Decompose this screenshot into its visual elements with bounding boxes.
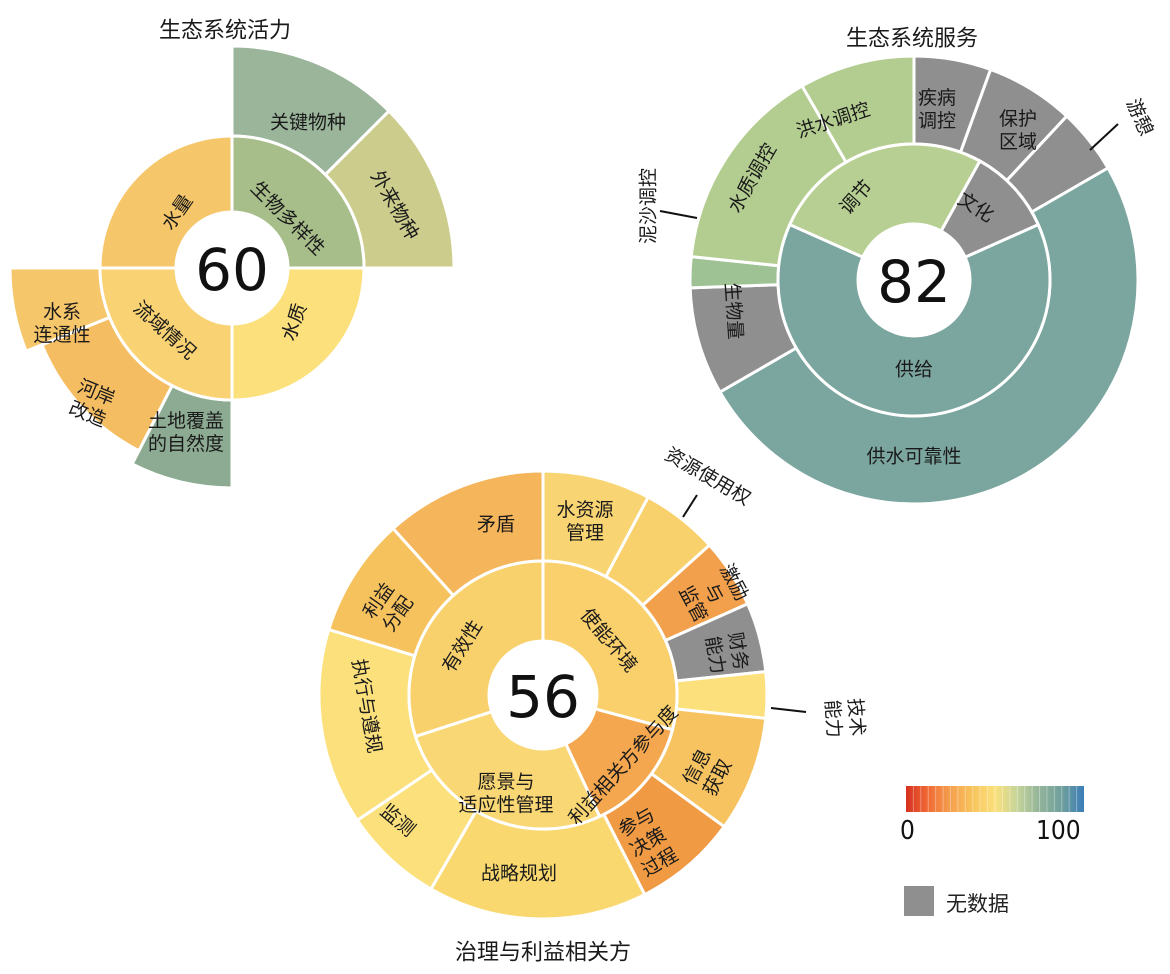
leader-line <box>770 707 807 713</box>
inner-label: 愿景与适应性管理 <box>458 771 553 816</box>
center-score: 56 <box>506 663 580 731</box>
outer-label: 战略规划 <box>481 863 557 885</box>
center-hole <box>858 224 970 336</box>
outer-label: 资源使用权 <box>661 443 754 510</box>
legend-color-bar <box>906 786 1084 812</box>
outer-label: 水系连通性 <box>33 301 90 346</box>
center-hole <box>489 641 597 749</box>
center-hole <box>176 212 288 324</box>
chart-title: 治理与利益相关方 <box>455 941 631 966</box>
chart-title: 生态系统服务 <box>846 27 978 52</box>
outer-label: 信息获取 <box>679 745 737 800</box>
legend-min-label: 0 <box>900 816 915 846</box>
leader-line <box>682 494 698 518</box>
sunburst-2 <box>688 54 1140 506</box>
outer-label: 技术能力 <box>820 698 868 739</box>
legend-max-label: 100 <box>1036 816 1081 846</box>
outer-label: 疾病调控 <box>918 87 956 132</box>
outer-label: 矛盾 <box>477 514 515 536</box>
outer-label: 土地覆盖的自然度 <box>148 410 224 455</box>
center-score: 82 <box>877 248 951 316</box>
sunburst-1 <box>8 44 456 490</box>
outer-label: 泥沙调控 <box>638 168 660 244</box>
no-data-label: 无数据 <box>946 892 1009 916</box>
no-data-swatch <box>904 886 934 916</box>
leader-line <box>1089 123 1119 151</box>
outer-label: 保护区域 <box>999 108 1037 153</box>
outer-label: 财务能力 <box>701 630 752 675</box>
chart-title: 生态系统活力 <box>159 19 291 44</box>
outer-label: 生物量 <box>720 282 746 340</box>
sunburst-3 <box>317 469 769 921</box>
inner-label: 供给 <box>895 359 933 381</box>
outer-label: 供水可靠性 <box>866 446 961 468</box>
outer-label: 水资源管理 <box>556 499 613 544</box>
outer-label: 游憩 <box>1122 95 1158 139</box>
leader-line <box>659 210 698 219</box>
outer-label: 关键物种 <box>270 112 346 134</box>
center-score: 60 <box>195 236 269 304</box>
